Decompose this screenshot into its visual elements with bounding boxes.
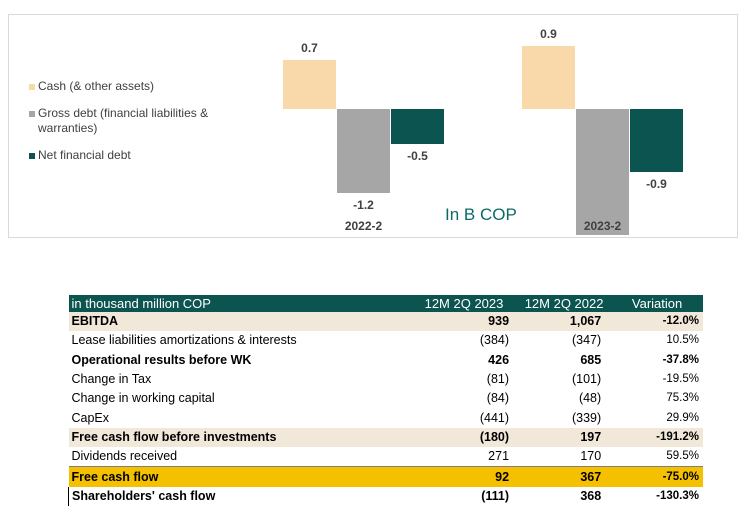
bar-2023-2-series-0 (522, 46, 575, 109)
row-label: Free cash flow before investments (68, 427, 411, 448)
row-value-2023: 271 (410, 447, 518, 468)
row-value-2022: (347) (571, 333, 602, 348)
row-label: Dividends received (68, 447, 411, 468)
header-concept: in thousand million COP (68, 295, 411, 312)
row-label: Change in working capital (71, 391, 215, 406)
row-value-2022: 170 (517, 447, 612, 468)
bar-2022-2-series-0 (283, 60, 336, 109)
row-value-2023: (81) (486, 372, 510, 387)
row-value-2023: 426 (488, 352, 510, 367)
row-variation: 29.9% (666, 411, 699, 424)
legend-swatch-cash (29, 84, 35, 90)
row-value-2022: 367 (517, 466, 612, 487)
data-label: -1.2 (353, 198, 374, 212)
row-variation: -130.3% (656, 489, 699, 502)
row-variation: -191.2% (611, 427, 703, 448)
table-header-row: in thousand million COP 12M 2Q 2023 12M … (68, 295, 703, 312)
category-label: 2023-2 (584, 219, 622, 233)
legend-swatch-gross-debt (29, 111, 35, 117)
row-value-2023: (441) (479, 410, 510, 425)
chart-panel: Cash (& other assets) Gross debt (financ… (8, 14, 738, 238)
row-value-2022: (48) (578, 391, 602, 406)
row-value-2022: 197 (517, 427, 612, 448)
row-value-2022: 685 (580, 352, 602, 367)
bar-2022-2-series-2 (391, 109, 444, 144)
row-label: Free cash flow (68, 466, 411, 487)
chart-legend: Cash (& other assets) Gross debt (financ… (29, 79, 239, 175)
table-row: Free cash flow 92 367 -75.0% (68, 466, 703, 487)
header-2023: 12M 2Q 2023 (410, 295, 518, 312)
row-value-2023: (180) (410, 427, 518, 448)
row-variation: 75.3% (666, 392, 699, 405)
row-variation: -75.0% (611, 466, 703, 487)
row-label: EBITDA (68, 312, 411, 332)
row-value-2023: 939 (410, 312, 518, 332)
legend-item-cash: Cash (& other assets) (29, 79, 239, 94)
row-variation: -37.8% (662, 353, 699, 366)
row-label: CapEx (71, 410, 110, 425)
data-label: -0.9 (646, 177, 667, 191)
table-row: EBITDA 939 1,067 -12.0% (68, 312, 703, 332)
unit-annotation: In B COP (445, 205, 517, 224)
table-row: CapEx (441) (339) 29.9% (69, 408, 704, 427)
row-value-2022: (339) (571, 410, 602, 425)
table-row: Lease liabilities amortizations & intere… (69, 331, 704, 350)
row-variation: -19.5% (662, 373, 699, 386)
row-variation: -12.0% (611, 312, 703, 332)
bar-2022-2-series-1 (337, 109, 390, 193)
row-value-2022: 368 (580, 488, 602, 503)
header-variation: Variation (611, 295, 703, 312)
row-value-2023: (384) (479, 333, 510, 348)
legend-swatch-net-debt (29, 153, 35, 159)
table-row: Operational results before WK 426 685 -37.8… (69, 351, 704, 370)
row-variation: 10.5% (666, 334, 699, 347)
table-body: EBITDA 939 1,067 -12.0% Lease liabilities am… (67, 312, 704, 506)
legend-label-cash: Cash (& other assets) (38, 79, 155, 93)
table-row: Shareholders' cash flow (111) 368 -130.3% (67, 486, 704, 506)
row-label: Lease liabilities amortizations & intere… (71, 333, 297, 348)
data-label: 0.9 (540, 27, 557, 41)
table-row: Change in Tax (81) (101) -19.5% (69, 370, 704, 389)
legend-label-net-debt: Net financial debt (38, 148, 131, 162)
legend-label-gross-debt: Gross debt (financial liabilities & warr… (38, 106, 209, 135)
row-label: Operational results before WK (71, 352, 252, 367)
table-row: Free cash flow before investments (180) 19… (68, 427, 703, 448)
table-row: Dividends received 271 170 59.5% (68, 447, 703, 468)
bar-2023-2-series-2 (630, 109, 683, 172)
data-label: 0.7 (301, 41, 318, 55)
row-value-2023: (111) (481, 488, 510, 503)
bar-2023-2-series-1 (576, 109, 629, 235)
row-value-2022: 1,067 (517, 312, 612, 332)
row-value-2023: 92 (410, 466, 518, 487)
row-label: Change in Tax (71, 372, 152, 387)
cash-flow-table: in thousand million COP 12M 2Q 2023 12M … (67, 295, 704, 506)
legend-item-gross-debt: Gross debt (financial liabilities & warr… (29, 106, 239, 136)
row-label: Shareholders' cash flow (67, 486, 411, 506)
legend-item-net-debt: Net financial debt (29, 148, 239, 163)
row-value-2023: (84) (486, 391, 510, 406)
table-row: Change in working capital (84) (48) 75.3% (69, 389, 704, 408)
row-variation: 59.5% (611, 447, 703, 468)
row-value-2022: (101) (571, 372, 602, 387)
data-label: -0.5 (407, 149, 428, 163)
category-label: 2022-2 (345, 219, 383, 233)
header-2022: 12M 2Q 2022 (517, 295, 612, 312)
